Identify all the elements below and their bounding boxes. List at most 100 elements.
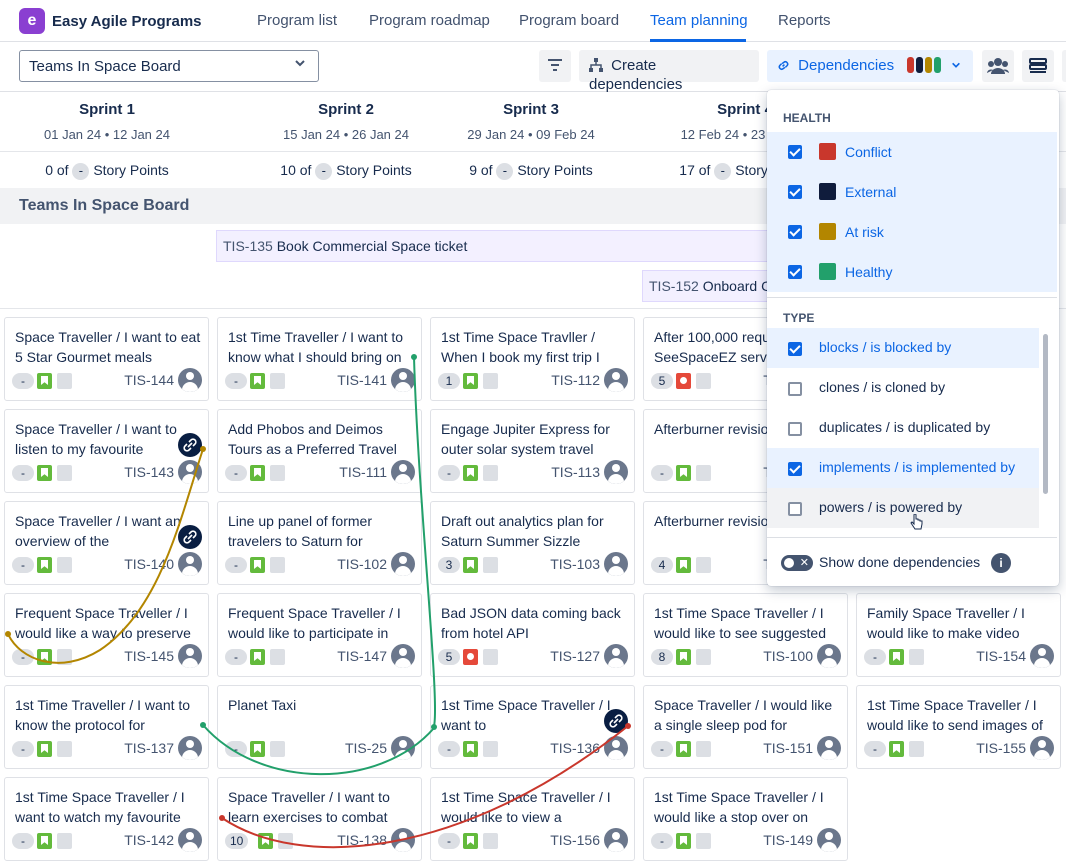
info-icon[interactable]: i	[991, 553, 1011, 573]
show-done-toggle[interactable]: ✕	[781, 555, 813, 571]
avatar[interactable]	[178, 644, 202, 668]
issue-card[interactable]: Space Traveller / I want to eat 5 Star G…	[4, 317, 209, 401]
issue-key[interactable]: TIS-145	[124, 648, 174, 664]
tab-team-planning[interactable]: Team planning	[650, 12, 748, 29]
issue-key[interactable]: TIS-156	[550, 832, 600, 848]
issue-card[interactable]: 1st Time Space Traveller / I would like …	[643, 777, 848, 861]
issue-key[interactable]: TIS-137	[124, 740, 174, 756]
issue-card[interactable]: 1st Time Space Traveller / I would like …	[856, 685, 1061, 769]
issue-card[interactable]: Line up panel of former travelers to Sat…	[217, 501, 422, 585]
type-filter-duplicates[interactable]: duplicates / is duplicated by	[767, 408, 1039, 448]
issue-card[interactable]: 1st Time Space Traveller / I would like …	[643, 593, 848, 677]
issue-card[interactable]: 1st Time Traveller / I want to know the …	[4, 685, 209, 769]
issue-key[interactable]: TIS-154	[976, 648, 1026, 664]
tab-reports[interactable]: Reports	[778, 12, 831, 29]
avatar[interactable]	[817, 828, 841, 852]
issue-key[interactable]: TIS-103	[550, 556, 600, 572]
avatar[interactable]	[604, 828, 628, 852]
issue-key[interactable]: TIS-141	[337, 372, 387, 388]
checkbox[interactable]	[788, 382, 802, 396]
avatar[interactable]	[1030, 644, 1054, 668]
avatar[interactable]	[178, 460, 202, 484]
avatar[interactable]	[391, 828, 415, 852]
avatar[interactable]	[391, 552, 415, 576]
board-select[interactable]: Teams In Space Board	[19, 50, 319, 82]
health-filter-conflict[interactable]: Conflict	[767, 132, 1057, 172]
issue-key[interactable]: TIS-142	[124, 832, 174, 848]
checkbox[interactable]	[788, 265, 802, 279]
tab-program-board[interactable]: Program board	[519, 12, 620, 29]
dependency-link-icon[interactable]	[178, 525, 202, 549]
epic-bar[interactable]: TIS-135 Book Commercial Space ticket	[216, 230, 776, 262]
tab-program-roadmap[interactable]: Program roadmap	[369, 12, 490, 29]
issue-key[interactable]: TIS-102	[337, 556, 387, 572]
type-filter-clones[interactable]: clones / is cloned by	[767, 368, 1039, 408]
avatar[interactable]	[178, 552, 202, 576]
issue-key[interactable]: TIS-151	[763, 740, 813, 756]
issue-key[interactable]: TIS-138	[337, 832, 387, 848]
issue-key[interactable]: TIS-136	[550, 740, 600, 756]
avatar[interactable]	[391, 368, 415, 392]
layout-button[interactable]	[1022, 50, 1054, 82]
avatar[interactable]	[1030, 736, 1054, 760]
avatar[interactable]	[604, 460, 628, 484]
issue-card[interactable]: Family Space Traveller / I would like to…	[856, 593, 1061, 677]
avatar[interactable]	[391, 736, 415, 760]
issue-card[interactable]: Planet Taxi - TIS-25	[217, 685, 422, 769]
issue-card[interactable]: Space Traveller / I want to learn exerci…	[217, 777, 422, 861]
type-filter-powers[interactable]: powers / is powered by	[767, 488, 1039, 528]
issue-key[interactable]: TIS-25	[344, 740, 387, 756]
issue-key[interactable]: TIS-149	[763, 832, 813, 848]
avatar[interactable]	[817, 736, 841, 760]
issue-key[interactable]: TIS-127	[550, 648, 600, 664]
checkbox[interactable]	[788, 502, 802, 516]
scrollbar[interactable]	[1043, 334, 1048, 494]
avatar[interactable]	[604, 644, 628, 668]
checkbox[interactable]	[788, 342, 802, 356]
issue-key[interactable]: TIS-155	[976, 740, 1026, 756]
dependencies-button[interactable]: Dependencies	[767, 50, 973, 82]
issue-key[interactable]: TIS-111	[339, 464, 387, 480]
issue-key[interactable]: TIS-140	[124, 556, 174, 572]
issue-key[interactable]: TIS-112	[551, 372, 600, 388]
avatar[interactable]	[604, 368, 628, 392]
type-filter-implements[interactable]: implements / is implemented by	[767, 448, 1039, 488]
issue-card[interactable]: Frequent Space Traveller / I would like …	[4, 593, 209, 677]
checkbox[interactable]	[788, 462, 802, 476]
avatar[interactable]	[178, 828, 202, 852]
issue-card[interactable]: Add Phobos and Deimos Tours as a Preferr…	[217, 409, 422, 493]
avatar[interactable]	[178, 736, 202, 760]
checkbox[interactable]	[788, 145, 802, 159]
issue-card[interactable]: 1st Time Traveller / I want to know what…	[217, 317, 422, 401]
avatar[interactable]	[178, 368, 202, 392]
type-filter-blocks[interactable]: blocks / is blocked by	[767, 328, 1039, 368]
issue-key[interactable]: TIS-113	[551, 464, 600, 480]
avatar[interactable]	[817, 644, 841, 668]
checkbox[interactable]	[788, 225, 802, 239]
issue-card[interactable]: Draft out analytics plan for Saturn Summ…	[430, 501, 635, 585]
issue-key[interactable]: TIS-144	[124, 372, 174, 388]
dependency-link-icon[interactable]	[178, 433, 202, 457]
issue-card[interactable]: 1st Time Space Traveller / I want to wat…	[4, 777, 209, 861]
avatar[interactable]	[391, 644, 415, 668]
team-view-button[interactable]	[982, 50, 1014, 82]
avatar[interactable]	[604, 552, 628, 576]
issue-key[interactable]: TIS-100	[763, 648, 813, 664]
health-filter-healthy[interactable]: Healthy	[767, 252, 1057, 292]
issue-key[interactable]: TIS-143	[124, 464, 174, 480]
create-dependencies-button[interactable]: Create dependencies	[579, 50, 759, 93]
avatar[interactable]	[391, 460, 415, 484]
epic-bar[interactable]: TIS-152 Onboard Customers	[642, 270, 776, 302]
issue-card[interactable]: Engage Jupiter Express for outer solar s…	[430, 409, 635, 493]
issue-card[interactable]: Space Traveller / I would like a single …	[643, 685, 848, 769]
issue-card[interactable]: Frequent Space Traveller / I would like …	[217, 593, 422, 677]
issue-key[interactable]: TIS-147	[337, 648, 387, 664]
issue-card[interactable]: 1st Time Space Travller / When I book my…	[430, 317, 635, 401]
health-filter-external[interactable]: External	[767, 172, 1057, 212]
issue-card[interactable]: Bad JSON data coming back from hotel API…	[430, 593, 635, 677]
issue-card[interactable]: 1st Time Space Traveller / I would like …	[430, 777, 635, 861]
filter-button[interactable]	[539, 50, 571, 82]
avatar[interactable]	[604, 736, 628, 760]
health-filter-at-risk[interactable]: At risk	[767, 212, 1057, 252]
checkbox[interactable]	[788, 185, 802, 199]
